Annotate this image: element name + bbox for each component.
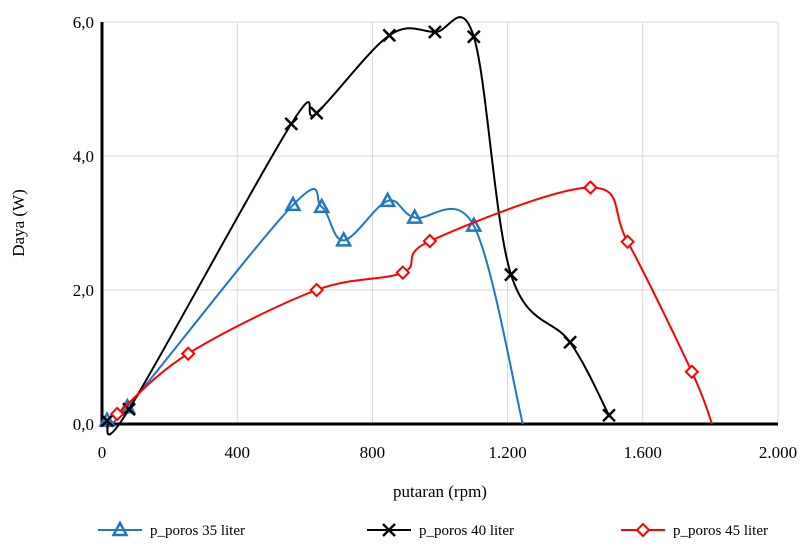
series-2	[100, 16, 616, 436]
y-tick-label: 4,0	[73, 147, 94, 166]
gridlines	[102, 21, 779, 424]
legend-item: p_poros 45 liter	[621, 522, 768, 539]
data-point	[620, 234, 636, 250]
legend-label: p_poros 40 liter	[419, 523, 514, 539]
data-point	[109, 406, 125, 422]
data-point	[382, 523, 396, 537]
data-point	[313, 197, 331, 214]
data-point	[504, 267, 518, 282]
data-point	[563, 335, 578, 350]
data-point	[100, 413, 114, 428]
data-point	[335, 230, 353, 247]
y-axis-title: Daya (W)	[9, 189, 28, 257]
data-point	[379, 191, 397, 208]
legend-label: p_poros 35 liter	[150, 523, 245, 539]
y-tick-labels: 0,0 2,0 4,0 6,0	[73, 13, 94, 434]
data-point	[635, 522, 651, 538]
data-point	[428, 25, 442, 39]
x-tick-labels: 0 400 800 1.200 1.600 2.000	[98, 443, 797, 462]
x-tick-label: 800	[360, 443, 386, 462]
series-3	[109, 180, 714, 425]
x-tick-label: 1.200	[488, 443, 526, 462]
data-point	[180, 346, 196, 362]
legend-item: p_poros 35 liter	[98, 520, 245, 539]
data-point	[406, 208, 424, 224]
x-axis-title: putaran (rpm)	[393, 482, 487, 501]
series-group	[98, 16, 714, 436]
x-tick-label: 1.600	[624, 443, 662, 462]
data-point	[466, 29, 481, 44]
x-tick-label: 0	[98, 443, 107, 462]
data-point	[422, 233, 438, 249]
x-tick-label: 2.000	[759, 443, 797, 462]
data-point	[284, 195, 302, 212]
axes	[100, 22, 778, 426]
x-tick-label: 400	[224, 443, 250, 462]
data-point	[309, 282, 325, 298]
legend: p_poros 35 liter p_poros 40 liter p_poros …	[98, 520, 768, 539]
series-line	[106, 16, 610, 436]
legend-label: p_poros 45 liter	[673, 523, 768, 539]
y-tick-label: 0,0	[73, 415, 94, 434]
data-point	[309, 106, 324, 121]
y-tick-label: 6,0	[73, 13, 94, 32]
data-point	[602, 408, 616, 423]
series-1	[98, 188, 524, 429]
data-point	[284, 116, 299, 131]
series-line	[105, 188, 524, 429]
data-point	[111, 520, 129, 537]
data-point	[395, 265, 411, 280]
data-point	[382, 28, 397, 43]
data-point	[582, 180, 598, 195]
legend-item: p_poros 40 liter	[367, 523, 514, 539]
y-tick-label: 2,0	[73, 281, 94, 300]
data-point	[684, 364, 700, 380]
